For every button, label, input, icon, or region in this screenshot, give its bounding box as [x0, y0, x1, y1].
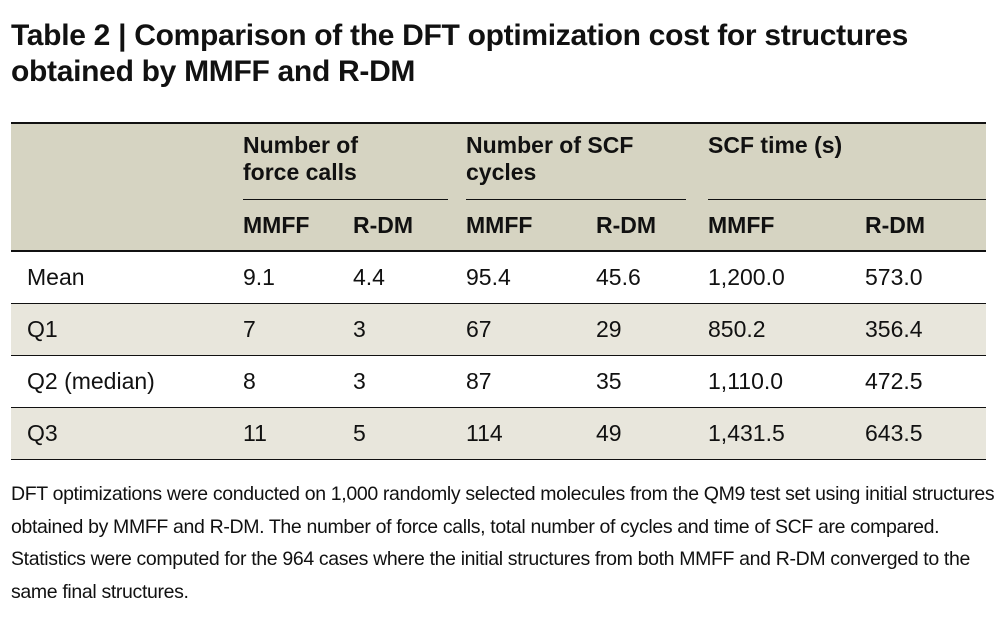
group-label-line2: force calls	[243, 159, 357, 185]
table-row: Q3 11 5 114 49 1,431.5 643.5	[11, 407, 987, 459]
cell: 472.5	[865, 367, 923, 394]
subheader-rdm-scf-cycles: R-DM	[596, 211, 657, 238]
subheader-mmff-scf-cycles: MMFF	[466, 211, 533, 238]
subheader-corner	[11, 200, 243, 251]
group-label-line2: cycles	[466, 159, 537, 185]
group-label-line1: Number of	[243, 132, 358, 158]
subheader-mmff-scf-time: MMFF	[708, 211, 775, 238]
subheader-mmff-force: MMFF	[243, 211, 310, 238]
subheader-rdm-scf-time: R-DM	[865, 211, 926, 238]
table-row: Q1 7 3 67 29 850.2 356.4	[11, 303, 987, 355]
cell: 49	[596, 419, 622, 446]
table-row: Mean 9.1 4.4 95.4 45.6 1,200.0 573.0	[11, 251, 987, 303]
row-label: Mean	[27, 263, 85, 290]
cell: 3	[353, 315, 366, 342]
group-header-scf-cycles: Number of SCF cycles	[466, 123, 708, 200]
group-header-force-calls: Number of force calls	[243, 123, 466, 200]
cell: 573.0	[865, 263, 923, 290]
cell: 8	[243, 367, 256, 394]
cell: 1,110.0	[708, 367, 784, 394]
subheader-row: MMFF R-DM MMFF R-DM MMFF R-DM	[11, 200, 987, 251]
cell: 850.2	[708, 315, 766, 342]
cell: 35	[596, 367, 622, 394]
group-header-scf-time: SCF time (s)	[708, 123, 987, 200]
header-corner	[11, 123, 243, 200]
cell: 11	[243, 419, 267, 446]
cell: 45.6	[596, 263, 641, 290]
cell: 29	[596, 315, 622, 342]
cell: 114	[466, 419, 503, 446]
cell: 7	[243, 315, 256, 342]
cell: 643.5	[865, 419, 923, 446]
table-row: Q2 (median) 8 3 87 35 1,110.0 472.5	[11, 355, 987, 407]
cell: 4.4	[353, 263, 385, 290]
row-label: Q1	[27, 315, 58, 342]
table-caption: DFT optimizations were conducted on 1,00…	[11, 483, 995, 603]
comparison-table: Number of force calls Number of SCF cycl…	[11, 122, 987, 460]
cell: 356.4	[865, 315, 923, 342]
table-title: Table 2 | Comparison of the DFT optimiza…	[11, 19, 909, 88]
group-header-row: Number of force calls Number of SCF cycl…	[11, 123, 987, 200]
cell: 87	[466, 367, 492, 394]
cell: 5	[353, 419, 366, 446]
cell: 9.1	[243, 263, 275, 290]
group-label-line1: SCF time (s)	[708, 132, 843, 158]
subheader-rdm-force: R-DM	[353, 211, 414, 238]
cell: 1,431.5	[708, 419, 785, 446]
cell: 67	[466, 315, 492, 342]
cell: 3	[353, 367, 366, 394]
cell: 95.4	[466, 263, 511, 290]
row-label: Q2 (median)	[27, 367, 155, 394]
row-label: Q3	[27, 419, 58, 446]
cell: 1,200.0	[708, 263, 785, 290]
group-label-line2	[708, 159, 986, 186]
group-label-line1: Number of SCF	[466, 132, 634, 158]
